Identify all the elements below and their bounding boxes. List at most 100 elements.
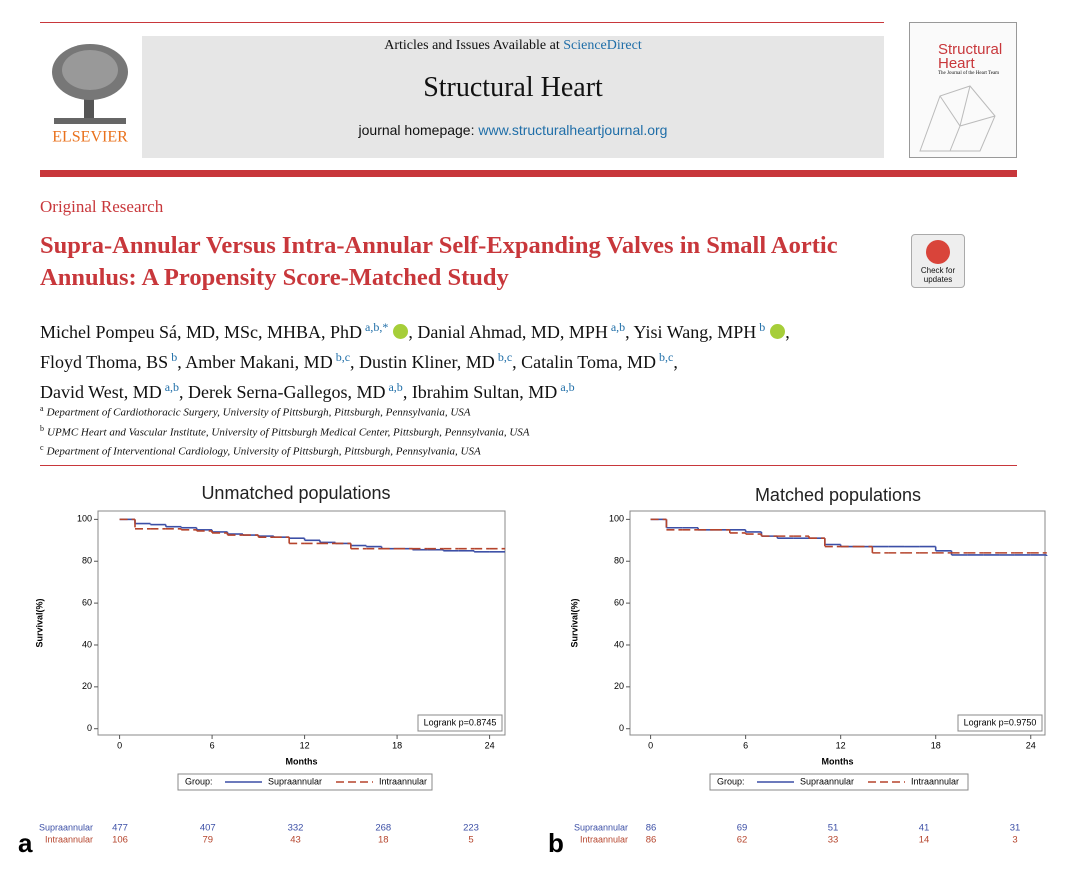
article-title: Supra-Annular Versus Intra-Annular Self-… [40,232,838,291]
legend-label: Supraannular [800,776,854,786]
risk-value: 106 [112,835,128,846]
author-affil: a,b [388,380,403,394]
author-name: David West, MD [40,382,162,402]
affiliation-key: c [40,443,44,453]
x-tick-label: 18 [392,740,402,750]
journal-name: Structural Heart [423,72,603,103]
panel-label: b [548,828,564,858]
homepage-link[interactable]: www.structuralheartjournal.org [478,122,668,138]
panel-label: a [18,828,33,858]
author-affil: a,b [610,320,626,334]
legend-box [177,773,433,791]
author: Michel Pompeu Sá, MD, MSc, MHBA, PhD a,b,… [40,320,413,342]
affiliations: a Department of Cardiothoracic Surgery, U… [40,401,530,460]
y-axis-label: Survival(%) [569,598,579,647]
author: Yisi Wang, MPH b [634,320,790,342]
author-affil: a,b [164,380,180,394]
publisher-name: ELSEVIER [52,129,128,146]
author-line: Michel Pompeu Sá, MD, MSc, MHBA, PhD a,b,… [40,315,790,345]
author: Ibrahim Sultan, MD a,b [411,380,575,402]
affiliation: a Department of Cardiothoracic Surgery, U… [40,401,530,421]
y-tick-label: 60 [614,597,624,607]
x-tick-label: 6 [210,740,215,750]
affiliation-key: a [40,404,44,413]
author-name: Ibrahim Sultan, MD [411,382,558,402]
y-axis-label: Survival(%) [34,598,44,647]
article-type: Original Research [40,197,164,216]
x-tick-label: 18 [931,740,941,750]
chart-title: Matched populations [755,485,921,505]
risk-value: 5 [468,835,473,846]
risk-value: 18 [378,835,389,846]
author: Danial Ahmad, MD, MPH a,b [417,320,629,342]
journal-cover: Structural Heart The Journal of the Hear… [909,22,1017,158]
orcid-icon [393,324,409,339]
author: Catalin Toma, MD b,c [521,350,678,372]
risk-value: 477 [112,823,128,834]
author: David West, MD a,b [40,380,184,402]
legend-label: Intraannular [379,776,427,786]
plot-frame [629,510,1046,736]
sciencedirect-link[interactable]: ScienceDirect [563,38,642,53]
y-tick-label: 40 [614,639,624,649]
risk-value: 268 [375,823,391,834]
affiliation: c Department of Interventional Cardiology… [40,440,530,460]
author: Floyd Thoma, BS b [40,350,182,372]
homepage-label: journal homepage: [358,122,475,138]
author-name: Catalin Toma, MD [521,352,657,372]
legend-label: Intraannular [911,776,959,786]
risk-value: 86 [646,823,657,834]
risk-row-name: Intraannular [45,834,93,844]
risk-row-name: Supraannular [574,822,628,832]
author-affil: b [759,320,766,334]
risk-row-name: Intraannular [580,834,628,844]
orcid-icon [770,324,786,339]
risk-value: 31 [1010,823,1021,834]
x-axis-label: Months [822,756,854,766]
authors: Michel Pompeu Sá, MD, MSc, MHBA, PhD a,b,… [40,315,790,405]
journal-banner: Articles and Issues Available at Science… [142,36,884,158]
author-name: Floyd Thoma, BS [40,352,169,372]
legend-label: Supraannular [268,776,322,786]
author-affil: b,c [497,350,513,364]
author-affil: a,b [560,380,575,394]
affiliation-text: Department of Interventional Cardiology,… [46,445,481,458]
author-affil: a,b,* [365,320,389,334]
chart-title: Unmatched populations [201,483,390,503]
x-tick-label: 0 [117,740,122,750]
risk-row-name: Supraannular [39,822,93,832]
availability: Articles and Issues Available at [384,38,560,53]
y-tick-label: 100 [609,514,624,524]
x-tick-label: 12 [300,740,310,750]
rule [40,170,1017,177]
annotation-box [417,714,503,732]
x-tick-label: 6 [743,740,748,750]
x-tick-label: 12 [836,740,846,750]
y-tick-label: 100 [77,514,92,524]
risk-value: 33 [828,835,839,846]
y-tick-label: 80 [614,556,624,566]
affiliation-key: b [40,423,44,433]
y-tick-label: 40 [82,639,92,649]
annotation-box [957,714,1043,732]
risk-value: 51 [828,823,839,834]
risk-value: 43 [290,835,301,846]
risk-value: 69 [737,823,748,834]
check-updates[interactable]: Check for updates [911,234,965,288]
x-axis-label: Months [286,756,318,766]
cover-subtitle: The Journal of the Heart Team [938,71,1000,76]
cover-title: Structural Heart [938,41,1003,72]
risk-value: 14 [919,835,930,846]
y-tick-label: 80 [82,556,92,566]
annotation: Logrank p=0.9750 [964,717,1037,727]
risk-value: 86 [646,835,657,846]
author-name: Dustin Kliner, MD [359,352,495,372]
risk-value: 3 [1012,835,1017,846]
y-tick-label: 20 [82,681,92,691]
author: Amber Makani, MD b,c [185,350,354,372]
publisher-logo: ELSEVIER [52,44,128,146]
author-name: Michel Pompeu Sá, MD, MSc, MHBA, PhD [40,322,363,342]
y-tick-label: 60 [82,597,92,607]
author-name: Amber Makani, MD [185,352,333,372]
